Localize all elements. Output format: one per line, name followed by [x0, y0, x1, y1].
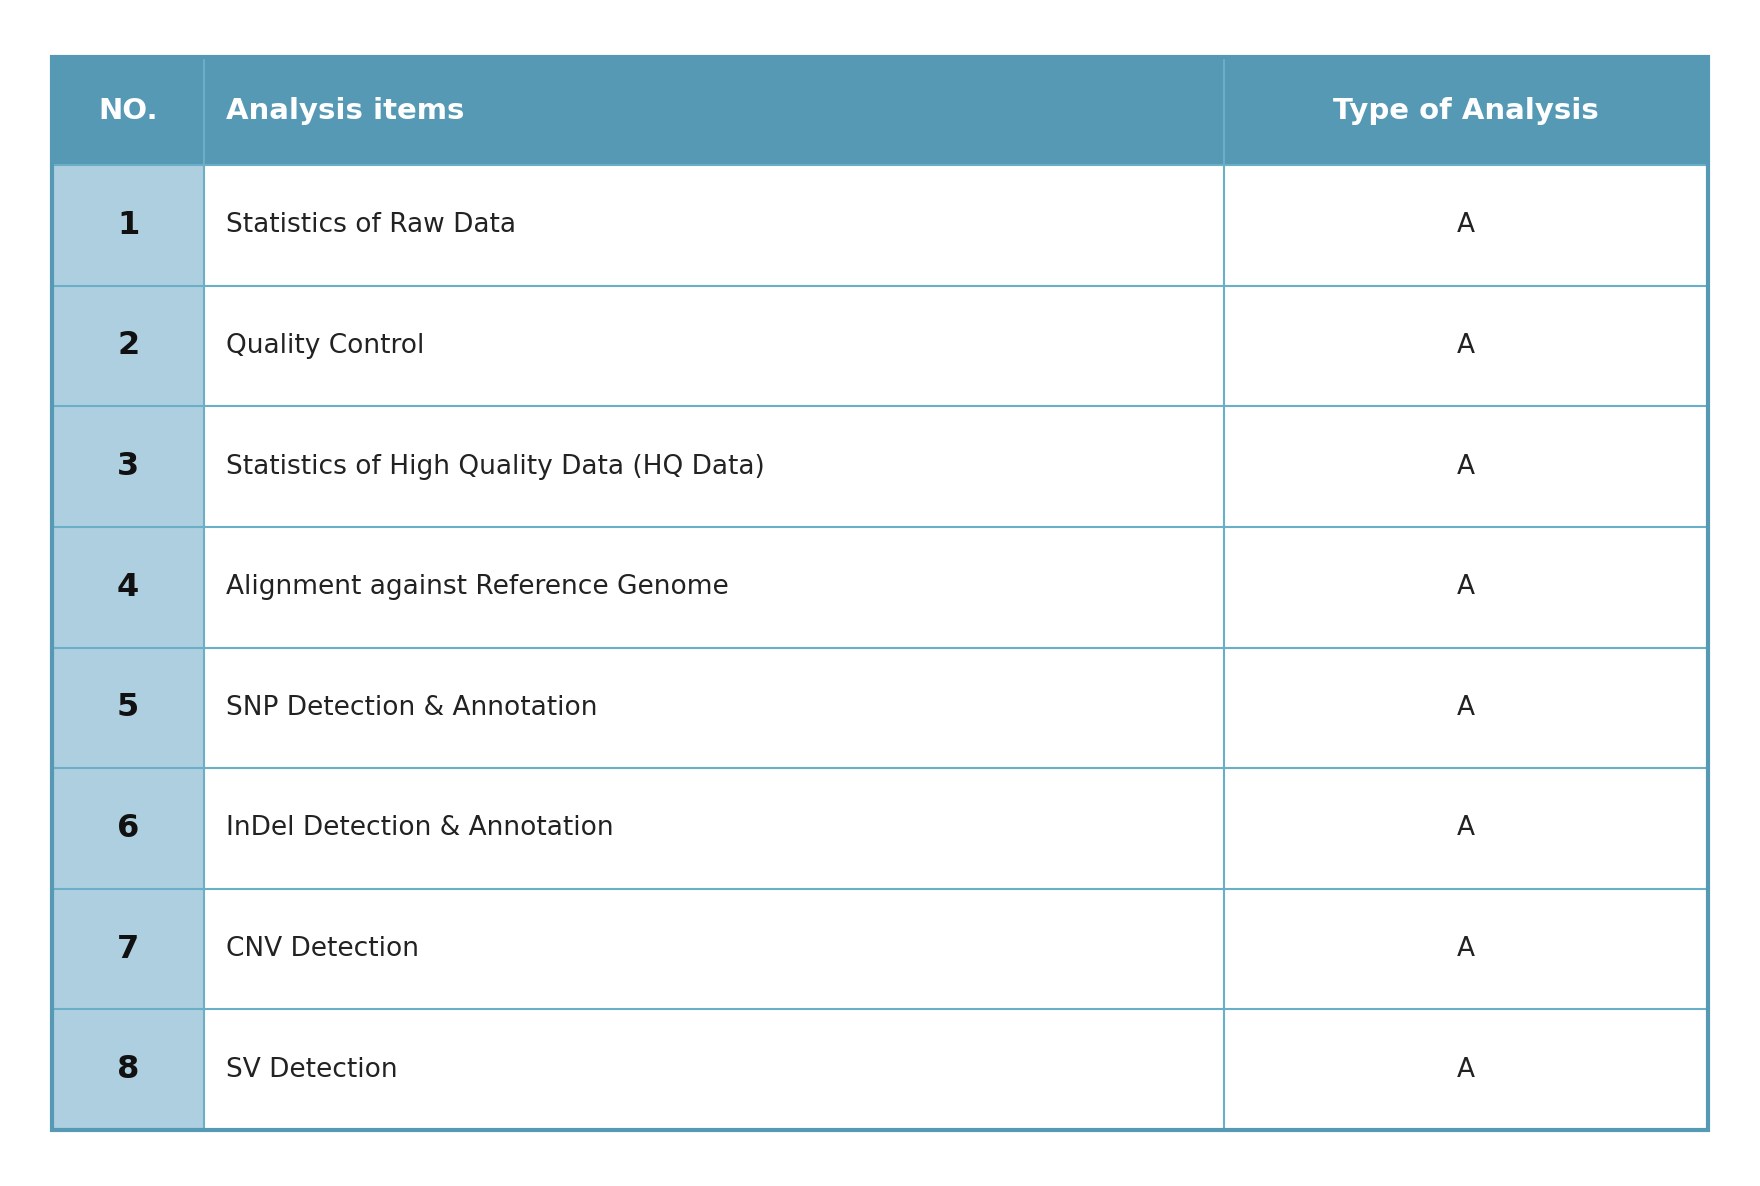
Bar [204, 648, 1225, 769]
Bar [1225, 769, 1707, 888]
Text: A: A [1457, 936, 1475, 962]
Bar [204, 769, 1225, 888]
Bar [1225, 57, 1707, 165]
Text: 2: 2 [118, 331, 139, 362]
Text: 6: 6 [118, 812, 139, 844]
Text: A: A [1457, 816, 1475, 841]
Text: Statistics of High Quality Data (HQ Data): Statistics of High Quality Data (HQ Data… [227, 453, 766, 479]
Text: Statistics of Raw Data: Statistics of Raw Data [227, 212, 516, 238]
Text: 1: 1 [116, 210, 139, 241]
Text: 7: 7 [118, 933, 139, 964]
Text: NO.: NO. [99, 97, 158, 125]
Bar [53, 165, 204, 286]
Bar [1225, 286, 1707, 407]
Text: 4: 4 [118, 572, 139, 602]
Bar [1225, 407, 1707, 527]
Text: 3: 3 [118, 451, 139, 482]
Bar [1225, 165, 1707, 286]
Text: InDel Detection & Annotation: InDel Detection & Annotation [227, 816, 614, 841]
Text: SV Detection: SV Detection [227, 1057, 398, 1083]
Bar [204, 407, 1225, 527]
Bar [204, 57, 1225, 165]
Bar [53, 888, 204, 1009]
Bar [204, 1009, 1225, 1130]
Text: A: A [1457, 1057, 1475, 1083]
Text: Analysis items: Analysis items [227, 97, 465, 125]
Bar [53, 527, 204, 648]
Bar [53, 1009, 204, 1130]
Text: Quality Control: Quality Control [227, 333, 424, 359]
Bar [53, 769, 204, 888]
Text: Alignment against Reference Genome: Alignment against Reference Genome [227, 574, 729, 600]
Bar [53, 286, 204, 407]
Text: 8: 8 [116, 1054, 139, 1085]
Bar [204, 888, 1225, 1009]
Text: A: A [1457, 695, 1475, 721]
Bar [204, 527, 1225, 648]
Text: A: A [1457, 574, 1475, 600]
Bar [1225, 888, 1707, 1009]
Bar [1225, 1009, 1707, 1130]
Text: 5: 5 [118, 693, 139, 723]
Text: CNV Detection: CNV Detection [227, 936, 419, 962]
Text: A: A [1457, 453, 1475, 479]
Text: SNP Detection & Annotation: SNP Detection & Annotation [227, 695, 598, 721]
Bar [1225, 648, 1707, 769]
Text: Type of Analysis: Type of Analysis [1334, 97, 1600, 125]
Text: A: A [1457, 212, 1475, 238]
Bar [53, 648, 204, 769]
Bar [53, 407, 204, 527]
Bar [1225, 527, 1707, 648]
Bar [204, 286, 1225, 407]
Bar [204, 165, 1225, 286]
Text: A: A [1457, 333, 1475, 359]
Bar [53, 57, 204, 165]
